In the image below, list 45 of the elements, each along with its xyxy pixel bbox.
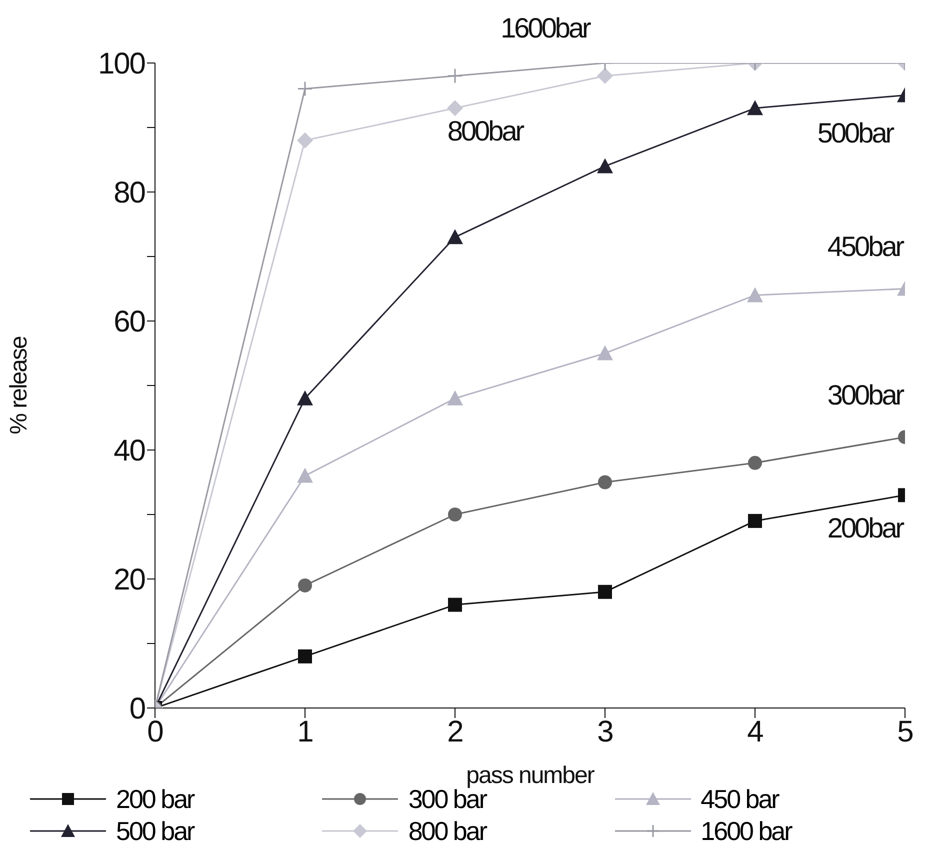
annotation: 500bar bbox=[817, 118, 894, 149]
point bbox=[597, 68, 613, 84]
y-tick-label: 100 bbox=[98, 48, 146, 81]
point bbox=[597, 158, 613, 174]
y-axis-title: % release bbox=[6, 336, 33, 434]
point bbox=[298, 649, 312, 664]
annotation: 200bar bbox=[827, 512, 904, 544]
annotation: 450bar bbox=[827, 231, 904, 262]
point bbox=[598, 584, 612, 599]
point bbox=[297, 390, 313, 406]
point bbox=[447, 68, 463, 84]
y-tick-label: 60 bbox=[114, 306, 146, 339]
y-tick-label: 80 bbox=[114, 176, 146, 210]
x-tick-label: 4 bbox=[747, 715, 764, 748]
point bbox=[297, 468, 313, 483]
x-tick-label: 2 bbox=[447, 715, 464, 748]
point bbox=[447, 390, 463, 406]
point bbox=[598, 475, 612, 490]
point bbox=[448, 508, 462, 522]
point bbox=[748, 514, 762, 528]
point bbox=[747, 100, 763, 116]
point bbox=[298, 578, 312, 592]
x-tick-label: 5 bbox=[897, 715, 914, 748]
annotation: 1600bar bbox=[500, 12, 592, 44]
annotation: 800bar bbox=[447, 116, 524, 147]
y-tick-label: 20 bbox=[114, 564, 146, 597]
x-axis-title: pass number bbox=[466, 762, 595, 789]
legend-label: 200 bar bbox=[116, 784, 194, 814]
x-tick-label: 3 bbox=[597, 715, 614, 748]
point bbox=[597, 345, 613, 360]
legend-label: 1600 bar bbox=[700, 816, 792, 846]
legend-label: 450 bar bbox=[700, 784, 778, 814]
legend-label: 800 bar bbox=[408, 816, 486, 846]
point bbox=[448, 598, 462, 612]
annotation: 300bar bbox=[827, 379, 904, 410]
point bbox=[747, 287, 763, 302]
point bbox=[748, 456, 762, 470]
point bbox=[297, 132, 313, 148]
point bbox=[447, 229, 463, 244]
y-tick-label: 0 bbox=[129, 692, 146, 726]
x-tick-label: 1 bbox=[297, 715, 314, 748]
legend-label: 500 bar bbox=[116, 816, 194, 846]
y-tick-label: 40 bbox=[114, 434, 146, 468]
point bbox=[297, 81, 313, 97]
point bbox=[447, 100, 463, 116]
